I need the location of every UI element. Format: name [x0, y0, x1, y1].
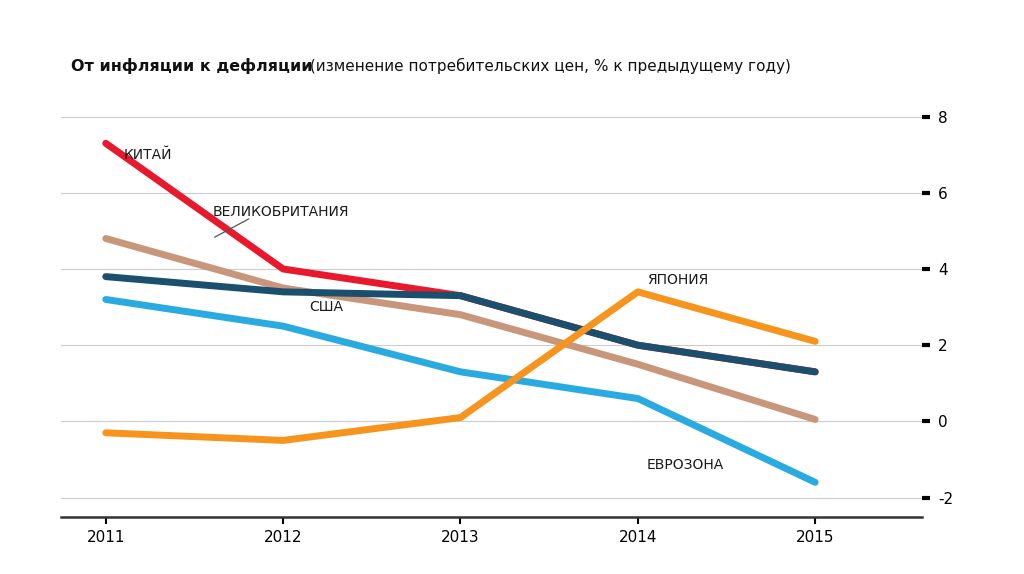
Text: (изменение потребительских цен, % к предыдущему году): (изменение потребительских цен, % к пред…: [304, 57, 791, 74]
Text: США: США: [309, 300, 344, 314]
Text: ЕВРОЗОНА: ЕВРОЗОНА: [647, 458, 724, 472]
Text: ЯПОНИЯ: ЯПОНИЯ: [647, 273, 708, 288]
Text: От инфляции к дефляции: От инфляции к дефляции: [72, 58, 312, 73]
Text: КИТАЙ: КИТАЙ: [124, 148, 172, 162]
Text: ВЕЛИКОБРИТАНИЯ: ВЕЛИКОБРИТАНИЯ: [212, 205, 349, 219]
